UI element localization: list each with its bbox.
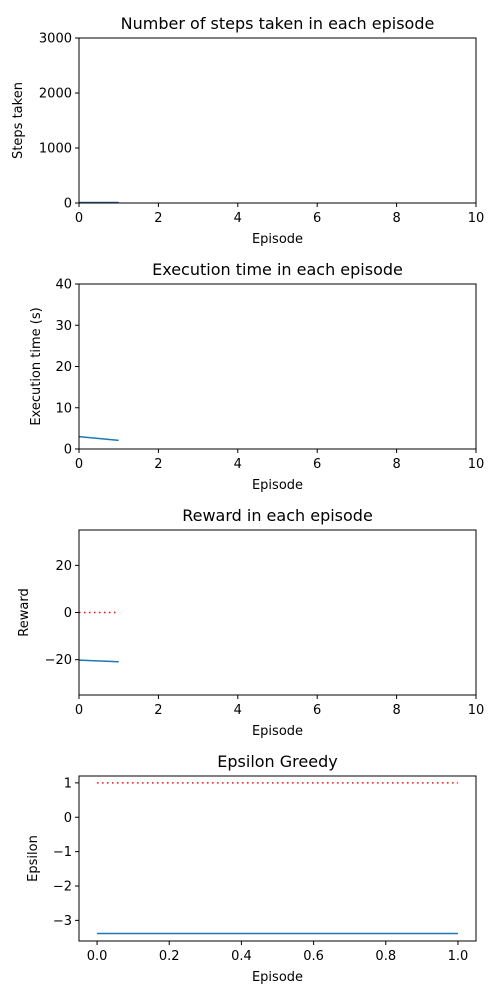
y-tick-label: 0 xyxy=(64,606,72,621)
y-tick-label: 1000 xyxy=(39,142,72,157)
y-tick-label: −20 xyxy=(45,653,72,668)
x-axis-label: Episode xyxy=(252,232,303,247)
chart-panel-3: Reward in each episode 0 2 4 6 8 10 −20 0 20 Episo… xyxy=(17,506,484,739)
x-tick-label: 0 xyxy=(75,211,83,226)
chart-title: Reward in each episode xyxy=(182,506,373,525)
y-tick-label: 40 xyxy=(55,278,72,293)
x-tick-label: 4 xyxy=(234,703,242,718)
x-tick-label: 1.0 xyxy=(448,949,469,964)
plot-frame xyxy=(79,776,476,941)
series-line-1 xyxy=(79,437,119,441)
x-tick-label: 8 xyxy=(392,457,400,472)
x-tick-label: 0.8 xyxy=(375,949,396,964)
chart-title: Epsilon Greedy xyxy=(217,752,337,771)
x-tick-label: 10 xyxy=(468,703,485,718)
x-tick-label: 2 xyxy=(154,211,162,226)
chart-panel-2: Execution time in each episode 0 2 4 6 8 10 0 10… xyxy=(29,260,484,493)
y-tick-label: 2000 xyxy=(39,87,72,102)
x-axis-label: Episode xyxy=(252,970,303,985)
y-axis-label: Epsilon xyxy=(26,835,41,882)
y-tick-label: 20 xyxy=(55,360,72,375)
x-tick-label: 0 xyxy=(75,457,83,472)
y-axis-label: Execution time (s) xyxy=(29,307,44,425)
x-tick-label: 10 xyxy=(468,211,485,226)
y-tick-label: −1 xyxy=(53,845,72,860)
y-tick-label: 20 xyxy=(55,559,72,574)
y-tick-label: −2 xyxy=(53,880,72,895)
series-line-1 xyxy=(79,660,119,662)
y-tick-label: 10 xyxy=(55,401,72,416)
chart-title: Execution time in each episode xyxy=(152,260,403,279)
x-tick-label: 0.0 xyxy=(87,949,108,964)
y-tick-label: 30 xyxy=(55,319,72,334)
x-tick-label: 4 xyxy=(234,211,242,226)
x-tick-label: 6 xyxy=(313,457,321,472)
y-tick-label: 1 xyxy=(64,776,72,791)
x-tick-label: 0.6 xyxy=(303,949,324,964)
x-tick-label: 0 xyxy=(75,703,83,718)
x-tick-label: 0.4 xyxy=(231,949,252,964)
plot-frame xyxy=(79,530,476,695)
y-axis-label: Steps taken xyxy=(11,82,26,159)
y-tick-label: 0 xyxy=(64,197,72,212)
y-tick-label: 0 xyxy=(64,811,72,826)
x-tick-label: 8 xyxy=(392,211,400,226)
x-tick-label: 4 xyxy=(234,457,242,472)
y-tick-label: 3000 xyxy=(39,32,72,47)
x-axis-label: Episode xyxy=(252,724,303,739)
plot-frame xyxy=(79,38,476,203)
y-tick-label: −3 xyxy=(53,914,72,929)
chart-panel-4: Epsilon Greedy 0.0 0.2 0.4 0.6 0.8 1.0 −3 −2 −1 0 1… xyxy=(26,752,476,985)
x-tick-label: 2 xyxy=(154,457,162,472)
x-tick-label: 2 xyxy=(154,703,162,718)
plot-frame xyxy=(79,284,476,449)
x-tick-label: 6 xyxy=(313,703,321,718)
x-axis-label: Episode xyxy=(252,478,303,493)
chart-title: Number of steps taken in each episode xyxy=(121,14,435,33)
x-tick-label: 0.2 xyxy=(159,949,180,964)
x-tick-label: 6 xyxy=(313,211,321,226)
y-tick-label: 0 xyxy=(64,443,72,458)
y-axis-label: Reward xyxy=(17,588,32,636)
x-tick-label: 8 xyxy=(392,703,400,718)
x-tick-label: 10 xyxy=(468,457,485,472)
chart-panel-1: Number of steps taken in each episode 0 2 4… xyxy=(11,14,484,247)
